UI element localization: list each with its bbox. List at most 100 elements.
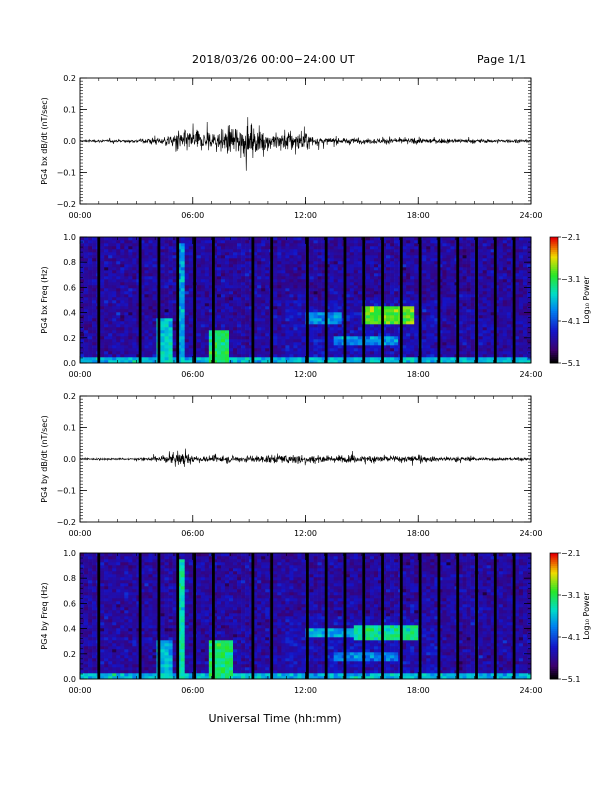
- spectrogram-cell: [233, 336, 238, 340]
- spectrogram-cell: [426, 357, 431, 361]
- spectrogram-cell: [124, 303, 129, 307]
- spectrogram-cell: [124, 267, 129, 271]
- spectrogram-cell: [108, 324, 113, 328]
- spectrogram-cell: [241, 279, 246, 283]
- spectrogram-cell: [377, 360, 383, 364]
- spectrogram-cell: [100, 330, 105, 334]
- spectrogram-cell: [92, 345, 97, 349]
- spectrogram-cell: [506, 306, 512, 310]
- spectrogram-cell: [498, 324, 504, 328]
- spectrogram-cell: [92, 315, 97, 319]
- spectrogram-cell: [486, 312, 492, 316]
- spectrogram-cell: [478, 294, 483, 298]
- spectrogram-cell: [164, 306, 169, 310]
- spectrogram-cell: [241, 318, 246, 322]
- spectrogram-cell: [414, 354, 419, 358]
- spectrogram-cell: [281, 279, 286, 283]
- spectrogram-cell: [128, 285, 133, 289]
- spectrogram-cell: [116, 315, 121, 319]
- spectrogram-cell: [281, 264, 286, 268]
- spectrogram-cell: [160, 303, 165, 307]
- spectrogram-cell: [224, 240, 230, 244]
- spectrogram-cell: [321, 303, 326, 307]
- spectrogram-cell: [265, 306, 270, 310]
- spectrogram-cell: [329, 294, 334, 298]
- spectrogram-cell: [498, 318, 504, 322]
- spectrogram-cell: [220, 252, 226, 256]
- spectrogram-cell: [237, 273, 242, 277]
- spectrogram-cell: [365, 336, 371, 340]
- spectrogram-cell: [228, 348, 234, 352]
- spectrogram-cell: [261, 264, 266, 268]
- spectrogram-cell: [430, 276, 435, 280]
- spectrogram-cell: [196, 327, 202, 331]
- spectrogram-cell: [377, 309, 383, 313]
- spectrogram-cell: [426, 297, 431, 301]
- spectrogram-cell: [470, 237, 475, 241]
- spectrogram-cell: [402, 255, 407, 259]
- spectrogram-cell: [502, 297, 508, 301]
- spectrogram-cell: [446, 315, 451, 319]
- spectrogram-cell: [212, 327, 218, 331]
- spectrogram-cell: [325, 267, 330, 271]
- spectrogram-cell: [333, 318, 339, 322]
- spectrogram-cell: [257, 339, 262, 343]
- spectrogram-cell: [152, 348, 157, 352]
- spectrogram-cell: [168, 336, 173, 340]
- spectrogram-cell: [494, 255, 500, 259]
- spectrogram-cell: [249, 294, 254, 298]
- spectrogram-cell: [442, 351, 447, 355]
- spectrogram-cell: [212, 336, 218, 340]
- spectrogram-cell: [506, 285, 512, 289]
- spectrogram-cell: [406, 288, 411, 292]
- spectrogram-cell: [140, 288, 145, 292]
- spectrogram-cell: [116, 258, 121, 262]
- spectrogram-cell: [345, 294, 351, 298]
- spectrogram-cell: [506, 342, 512, 346]
- spectrogram-cell: [317, 348, 322, 352]
- spectrogram-cell: [208, 309, 214, 313]
- spectrogram-cell: [345, 348, 351, 352]
- spectrogram-cell: [414, 294, 419, 298]
- spectrogram-cell: [281, 324, 286, 328]
- spectrogram-cell: [164, 237, 169, 241]
- spectrogram-cell: [353, 327, 359, 331]
- spectrogram-cell: [261, 246, 266, 250]
- spectrogram-cell: [478, 321, 483, 325]
- spectrogram-cell: [434, 357, 439, 361]
- spectrogram-cell: [289, 243, 294, 247]
- spectrogram-cell: [490, 300, 496, 304]
- spectrogram-cell: [180, 297, 185, 301]
- spectrogram-cell: [466, 261, 471, 265]
- spectrogram-cell: [406, 333, 411, 337]
- spectrogram-cell: [321, 360, 326, 364]
- spectrogram-cell: [261, 270, 266, 274]
- spectrogram-cell: [410, 279, 415, 283]
- spectrogram-cell: [136, 279, 141, 283]
- spectrogram-cell: [261, 249, 266, 253]
- spectrogram-cell: [377, 318, 383, 322]
- spectrogram-cell: [369, 279, 375, 283]
- spectrogram-cell: [88, 336, 93, 340]
- spectrogram-cell: [120, 321, 125, 325]
- spectrogram-cell: [410, 243, 415, 247]
- spectrogram-cell: [410, 345, 415, 349]
- spectrogram-cell: [369, 324, 375, 328]
- spectrogram-cell: [490, 249, 496, 253]
- spectrogram-cell: [494, 321, 500, 325]
- spectrogram-cell: [410, 291, 415, 295]
- spectrogram-cell: [430, 258, 435, 262]
- spectrogram-cell: [196, 243, 202, 247]
- spectrogram-cell: [265, 258, 270, 262]
- spectrogram-cell: [136, 351, 141, 355]
- spectrogram-cell: [257, 318, 262, 322]
- spectrogram-cell: [180, 246, 185, 250]
- spectrogram-cell: [365, 309, 371, 313]
- spectrogram-cell: [293, 303, 298, 307]
- spectrogram-cell: [116, 252, 121, 256]
- spectrogram-cell: [494, 276, 500, 280]
- spectrogram-cell: [482, 309, 488, 313]
- spectrogram-cell: [285, 321, 290, 325]
- spectrogram-cell: [486, 330, 492, 334]
- spectrogram-cell: [494, 243, 500, 247]
